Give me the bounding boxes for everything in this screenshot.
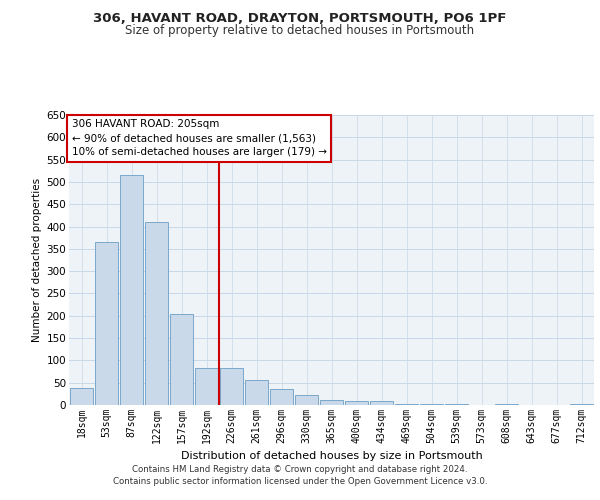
Bar: [445, 404, 468, 405]
Bar: [95, 242, 118, 405]
Text: 306, HAVANT ROAD, DRAYTON, PORTSMOUTH, PO6 1PF: 306, HAVANT ROAD, DRAYTON, PORTSMOUTH, P…: [94, 12, 506, 26]
Bar: [145, 222, 168, 405]
Bar: [370, 402, 393, 405]
Bar: [70, 388, 93, 405]
Bar: [220, 368, 243, 405]
Bar: [320, 400, 343, 405]
Bar: [120, 175, 143, 405]
X-axis label: Distribution of detached houses by size in Portsmouth: Distribution of detached houses by size …: [181, 452, 482, 462]
Bar: [345, 402, 368, 405]
Text: Contains public sector information licensed under the Open Government Licence v3: Contains public sector information licen…: [113, 477, 487, 486]
Text: Contains HM Land Registry data © Crown copyright and database right 2024.: Contains HM Land Registry data © Crown c…: [132, 465, 468, 474]
Bar: [570, 404, 593, 405]
Bar: [295, 395, 318, 405]
Y-axis label: Number of detached properties: Number of detached properties: [32, 178, 43, 342]
Bar: [245, 380, 268, 405]
Text: 306 HAVANT ROAD: 205sqm
← 90% of detached houses are smaller (1,563)
10% of semi: 306 HAVANT ROAD: 205sqm ← 90% of detache…: [71, 120, 326, 158]
Bar: [270, 390, 293, 405]
Bar: [395, 404, 418, 405]
Bar: [495, 404, 518, 405]
Bar: [195, 368, 218, 405]
Bar: [170, 314, 193, 405]
Text: Size of property relative to detached houses in Portsmouth: Size of property relative to detached ho…: [125, 24, 475, 37]
Bar: [420, 404, 443, 405]
